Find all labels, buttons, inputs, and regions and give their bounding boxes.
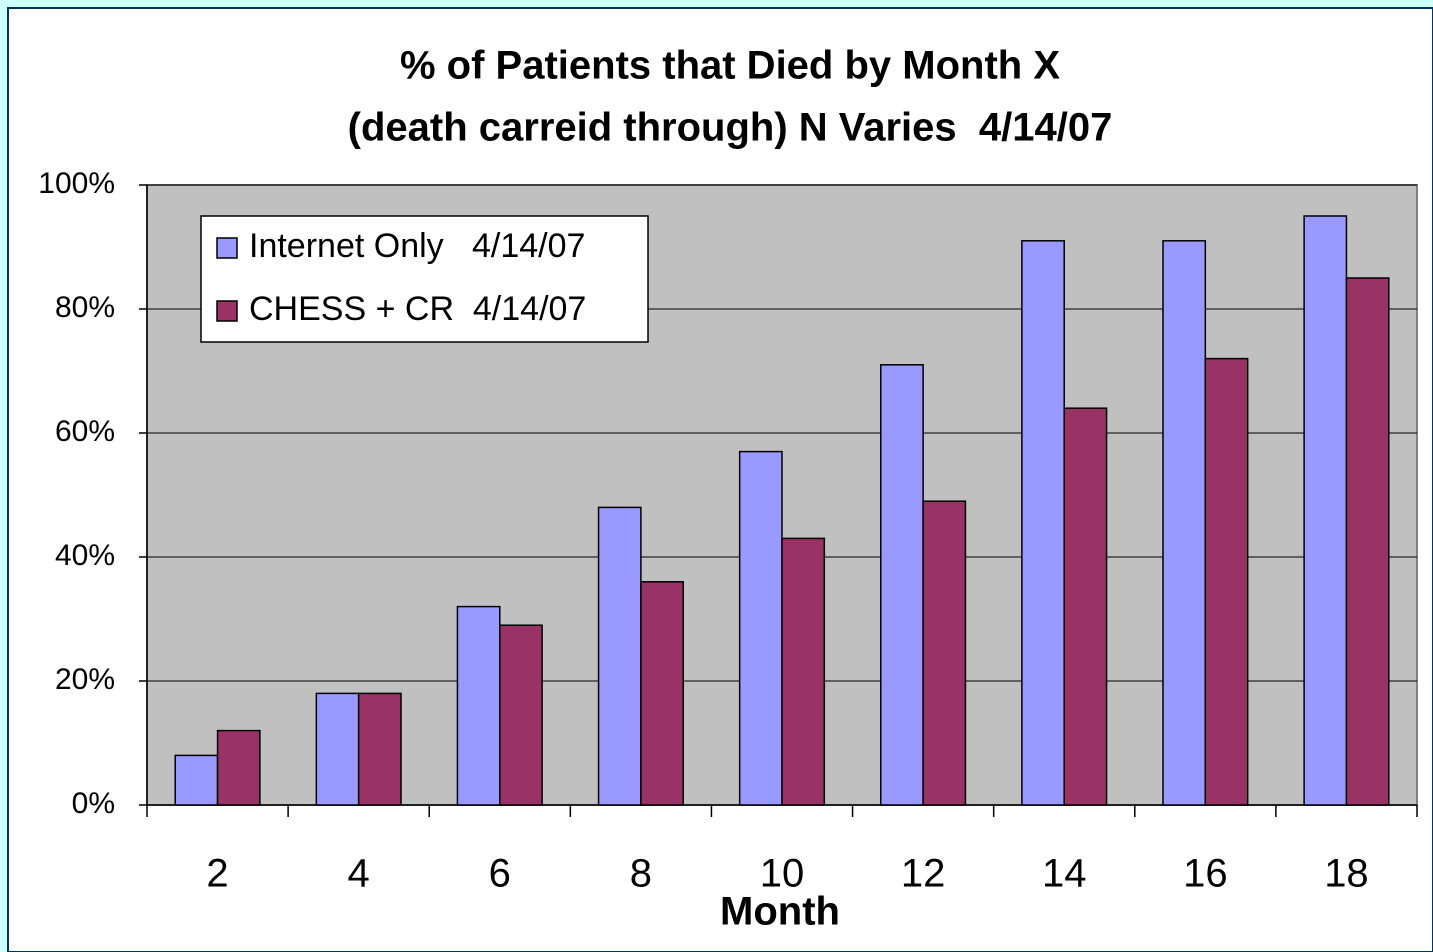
bar bbox=[499, 624, 543, 806]
bar bbox=[1204, 357, 1249, 806]
bar bbox=[1063, 407, 1108, 806]
bar bbox=[597, 506, 642, 806]
bar bbox=[1303, 215, 1348, 806]
legend-box bbox=[200, 215, 649, 343]
legend-label: Internet Only 4/14/07 bbox=[249, 227, 585, 265]
bar bbox=[1162, 240, 1207, 806]
bar bbox=[1345, 277, 1390, 806]
x-tick-label: 10 bbox=[760, 852, 805, 896]
y-tick-label: 40% bbox=[55, 539, 115, 572]
y-tick-label: 20% bbox=[55, 663, 115, 696]
y-tick-label: 0% bbox=[72, 787, 115, 820]
bar bbox=[922, 500, 967, 806]
x-tick-label: 8 bbox=[630, 852, 652, 896]
bar bbox=[640, 581, 684, 806]
x-tick-label: 14 bbox=[1042, 852, 1087, 896]
bar bbox=[357, 692, 402, 806]
bar bbox=[456, 605, 501, 806]
bar bbox=[880, 364, 924, 806]
x-tick-label: 12 bbox=[901, 852, 946, 896]
bar bbox=[216, 729, 261, 806]
bar bbox=[315, 692, 360, 806]
x-tick-label: 2 bbox=[206, 852, 228, 896]
y-tick-label: 100% bbox=[38, 167, 115, 200]
legend-swatch bbox=[216, 237, 238, 259]
bar bbox=[738, 450, 783, 806]
chart-title: (death carreid through) N Varies 4/14/07 bbox=[348, 106, 1113, 150]
legend-swatch bbox=[216, 300, 238, 322]
x-tick-label: 18 bbox=[1324, 852, 1369, 896]
bar bbox=[174, 754, 219, 806]
x-tick-label: 6 bbox=[489, 852, 511, 896]
legend-label: CHESS + CR 4/14/07 bbox=[249, 290, 586, 328]
x-tick-label: 4 bbox=[348, 852, 370, 896]
x-axis-label: Month bbox=[720, 890, 840, 934]
bar bbox=[781, 537, 826, 806]
y-tick-label: 60% bbox=[55, 415, 115, 448]
chart-title: % of Patients that Died by Month X bbox=[400, 44, 1060, 88]
bar bbox=[1021, 240, 1065, 806]
x-tick-label: 16 bbox=[1183, 852, 1228, 896]
y-tick-label: 80% bbox=[55, 291, 115, 324]
